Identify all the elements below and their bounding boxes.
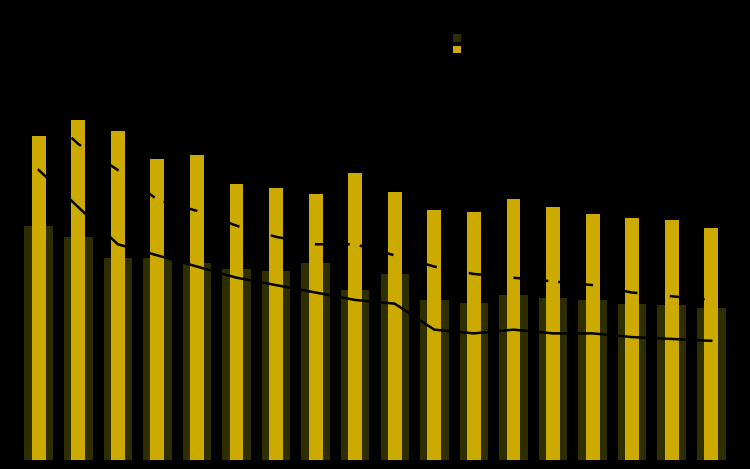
Bar (546, 207, 560, 460)
Bar (460, 303, 488, 460)
Bar (380, 274, 409, 460)
Bar (506, 199, 520, 460)
Bar (143, 258, 172, 460)
Bar (230, 184, 244, 460)
Bar (262, 271, 290, 460)
Bar (111, 131, 125, 460)
Bar (500, 295, 528, 460)
Bar (697, 308, 725, 460)
Bar (71, 120, 86, 460)
Bar (341, 290, 370, 460)
Bar (309, 195, 322, 460)
Bar (538, 298, 567, 460)
Bar (578, 301, 607, 460)
Bar (618, 304, 646, 460)
Bar (348, 173, 362, 460)
Bar (658, 305, 686, 460)
Bar (704, 228, 718, 460)
Bar (32, 136, 46, 460)
Bar (183, 264, 211, 460)
Bar (151, 159, 164, 460)
Bar (586, 213, 599, 460)
Bar (420, 301, 448, 460)
Bar (664, 220, 679, 460)
Bar (25, 226, 53, 460)
Bar (269, 188, 283, 460)
Bar (302, 264, 330, 460)
Bar (222, 269, 251, 460)
Legend: , : , (452, 32, 464, 56)
Bar (467, 212, 481, 460)
Bar (626, 218, 639, 460)
Bar (64, 237, 92, 460)
Bar (427, 210, 441, 460)
Bar (104, 258, 132, 460)
Bar (388, 192, 402, 460)
Bar (190, 155, 204, 460)
